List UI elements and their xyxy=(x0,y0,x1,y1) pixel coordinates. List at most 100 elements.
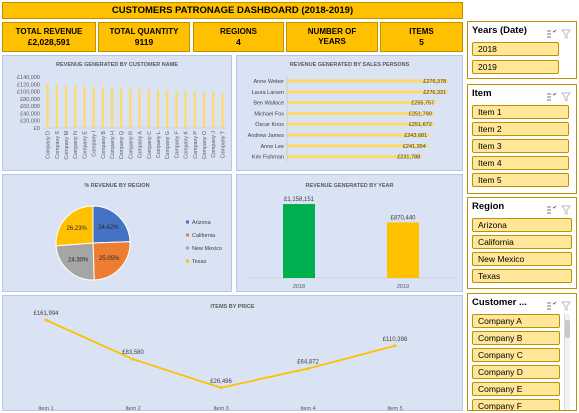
y-tick-label: £20,000 xyxy=(20,119,40,125)
data-label: £243,681 xyxy=(404,133,427,139)
data-point xyxy=(307,367,310,370)
x-tick-label: Company O xyxy=(202,131,208,159)
data-point xyxy=(394,344,397,347)
x-tick-label: Company B xyxy=(101,131,107,159)
x-tick-label: Company P xyxy=(193,131,199,159)
legend-swatch xyxy=(186,234,189,237)
slicer-customer-option[interactable]: Company B xyxy=(472,331,560,345)
clear-filter-icon[interactable] xyxy=(561,202,572,212)
x-tick-label: Company T xyxy=(220,130,226,158)
y-tick-label: £120,000 xyxy=(17,82,40,88)
customer-revenue-panel: REVENUE GENERATED BY CUSTOMER NAME £140,… xyxy=(2,55,232,171)
data-label: £255,757 xyxy=(411,101,434,107)
sales-persons-chart: Anne Weber £276,378 Laura Larsen £276,331 Be… xyxy=(237,56,464,172)
x-tick-label: Company Q xyxy=(119,131,125,159)
slicer-item-option[interactable]: Item 1 xyxy=(472,105,569,119)
kpi-total-revenue: TOTAL REVENUE £2,028,591 xyxy=(2,22,96,52)
bar xyxy=(212,93,214,128)
slicer-customer-option[interactable]: Company F xyxy=(472,399,560,411)
legend-label: New Mexico xyxy=(192,246,222,252)
items-price-panel: ITEMS BY PRICE £161,994 Item 1 £83,580 Item… xyxy=(2,295,463,411)
x-tick-label: Company J xyxy=(211,131,217,158)
data-label: £276,378 xyxy=(423,79,446,85)
kpi-years-label: NUMBER OF YEARS xyxy=(305,27,359,47)
slicer-region-option[interactable]: Texas xyxy=(472,269,572,283)
category-label: Laura Larsen xyxy=(252,90,284,96)
sales-persons-panel: REVENUE GENERATED BY SALES PERSONS Anne … xyxy=(236,55,463,171)
kpi-items-value: 5 xyxy=(381,37,462,47)
slicer-region-option[interactable]: California xyxy=(472,235,572,249)
data-label: £870,440 xyxy=(390,215,416,221)
slice-label: 26.23% xyxy=(67,226,88,232)
x-tick-label: Company K xyxy=(184,131,190,159)
slicer-item-option[interactable]: Item 4 xyxy=(472,156,569,170)
bar xyxy=(157,90,159,128)
slicer-years-item[interactable]: 2018 xyxy=(472,42,559,56)
data-label: £83,580 xyxy=(122,350,144,356)
kpi-total-revenue-label: TOTAL REVENUE xyxy=(3,27,95,37)
year-panel: REVENUE GENERATED BY YEAR £1,158,151 2018… xyxy=(236,174,463,292)
data-point xyxy=(220,386,223,389)
kpi-regions-value: 4 xyxy=(194,37,283,47)
data-label: £26,496 xyxy=(210,379,232,385)
legend-label: Texas xyxy=(192,259,207,265)
slicer-item-option[interactable]: Item 5 xyxy=(472,173,569,187)
slice-label: 25.05% xyxy=(99,256,120,262)
x-tick-label: Item 5 xyxy=(387,406,402,412)
slicer-customer-header: Customer ... xyxy=(472,297,527,308)
y-tick-label: £80,000 xyxy=(20,97,40,103)
x-tick-label: Company C xyxy=(147,131,153,159)
slicer-item-option[interactable]: Item 3 xyxy=(472,139,569,153)
data-label: £241,394 xyxy=(403,144,426,150)
multi-select-icon[interactable] xyxy=(546,26,557,36)
slicer-item: Item Item 1 Item 2 Item 3 Item 4 Item 5 xyxy=(467,84,577,194)
region-pie-panel: % REVENUE BY REGION 24.42% 25.05% 24.30% 26… xyxy=(2,174,232,292)
bar xyxy=(102,87,104,128)
x-tick-label: Item 3 xyxy=(213,406,228,412)
x-tick-label: 2018 xyxy=(293,284,305,290)
bar xyxy=(175,90,177,128)
y-tick-label: £140,000 xyxy=(17,75,40,81)
bar xyxy=(129,89,131,128)
x-tick-label: Company S xyxy=(55,131,61,159)
multi-select-icon[interactable] xyxy=(546,89,557,99)
slicer-customer: Customer ... Company A Company B Company… xyxy=(467,293,577,411)
category-label: Kim Fishman xyxy=(252,155,284,161)
slicer-region-option[interactable]: New Mexico xyxy=(472,252,572,266)
clear-filter-icon[interactable] xyxy=(561,89,572,99)
slicer-customer-option[interactable]: Company C xyxy=(472,348,560,362)
bar xyxy=(74,86,76,128)
category-label: Andrew James xyxy=(248,133,285,139)
multi-select-icon[interactable] xyxy=(546,202,557,212)
slicer-scrollbar[interactable] xyxy=(564,314,570,410)
data-label: £1,158,151 xyxy=(284,197,315,203)
region-pie-chart: 24.42%25.05%24.30%26.23%ArizonaCaliforni… xyxy=(3,175,233,293)
slicer-customer-option[interactable]: Company E xyxy=(472,382,560,396)
legend-swatch xyxy=(186,260,189,263)
bar xyxy=(83,86,85,128)
slicer-region: Region Arizona California New Mexico Tex… xyxy=(467,197,577,289)
kpi-items: ITEMS 5 xyxy=(380,22,463,52)
x-tick-label: 2019 xyxy=(397,284,409,290)
x-tick-label: Company F xyxy=(174,130,180,158)
x-tick-label: Company D xyxy=(46,131,52,159)
slicer-customer-option[interactable]: Company D xyxy=(472,365,560,379)
x-tick-label: Company M xyxy=(64,131,70,160)
slicer-customer-option[interactable]: Company A xyxy=(472,314,560,328)
bar xyxy=(93,87,95,128)
slicer-years-item[interactable]: 2019 xyxy=(472,60,559,74)
data-label: £64,872 xyxy=(297,360,319,366)
legend-label: Arizona xyxy=(192,220,212,226)
bar xyxy=(47,84,49,128)
bar xyxy=(194,91,196,128)
slicer-years-header: Years (Date) xyxy=(472,25,527,36)
slicer-item-option[interactable]: Item 2 xyxy=(472,122,569,136)
slicer-region-option[interactable]: Arizona xyxy=(472,218,572,232)
clear-filter-icon[interactable] xyxy=(561,26,572,36)
clear-filter-icon[interactable] xyxy=(561,298,572,308)
multi-select-icon[interactable] xyxy=(546,298,557,308)
category-label: Anne Lee xyxy=(260,144,284,150)
bar xyxy=(203,92,205,128)
slicer-scroll-thumb[interactable] xyxy=(565,320,570,338)
slicer-item-header: Item xyxy=(472,88,492,99)
